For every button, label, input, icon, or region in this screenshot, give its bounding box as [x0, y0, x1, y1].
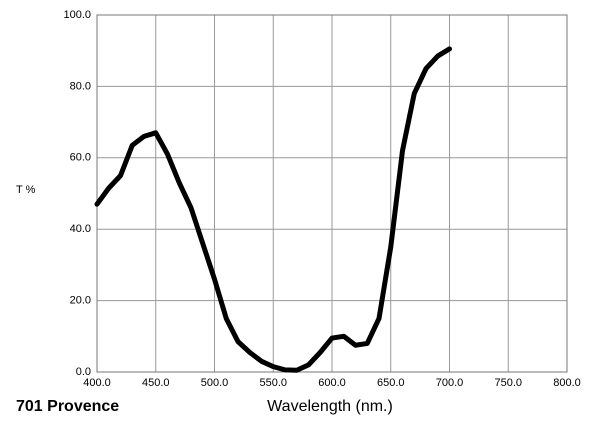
- y-axis-label: T %: [16, 184, 36, 196]
- x-tick-label: 550.0: [259, 377, 287, 389]
- y-tick-label: 100.0: [63, 9, 91, 21]
- x-tick-label: 400.0: [83, 377, 111, 389]
- x-tick-label: 450.0: [142, 377, 170, 389]
- x-tick-label: 650.0: [377, 377, 405, 389]
- chart-title: 701 Provence: [16, 398, 119, 415]
- y-tick-label: 40.0: [70, 223, 91, 235]
- y-tick-label: 20.0: [70, 295, 91, 307]
- x-tick-label: 800.0: [553, 377, 581, 389]
- x-tick-label: 500.0: [201, 377, 229, 389]
- x-tick-label: 600.0: [318, 377, 346, 389]
- x-tick-label: 750.0: [494, 377, 522, 389]
- x-tick-label: 700.0: [436, 377, 464, 389]
- y-tick-label: 80.0: [70, 80, 91, 92]
- data-line: [94, 46, 452, 373]
- x-axis-label: Wavelength (nm.): [267, 398, 393, 415]
- plot-frame: [96, 14, 568, 373]
- y-tick-label: 0.0: [76, 366, 91, 378]
- y-tick-label: 60.0: [70, 152, 91, 164]
